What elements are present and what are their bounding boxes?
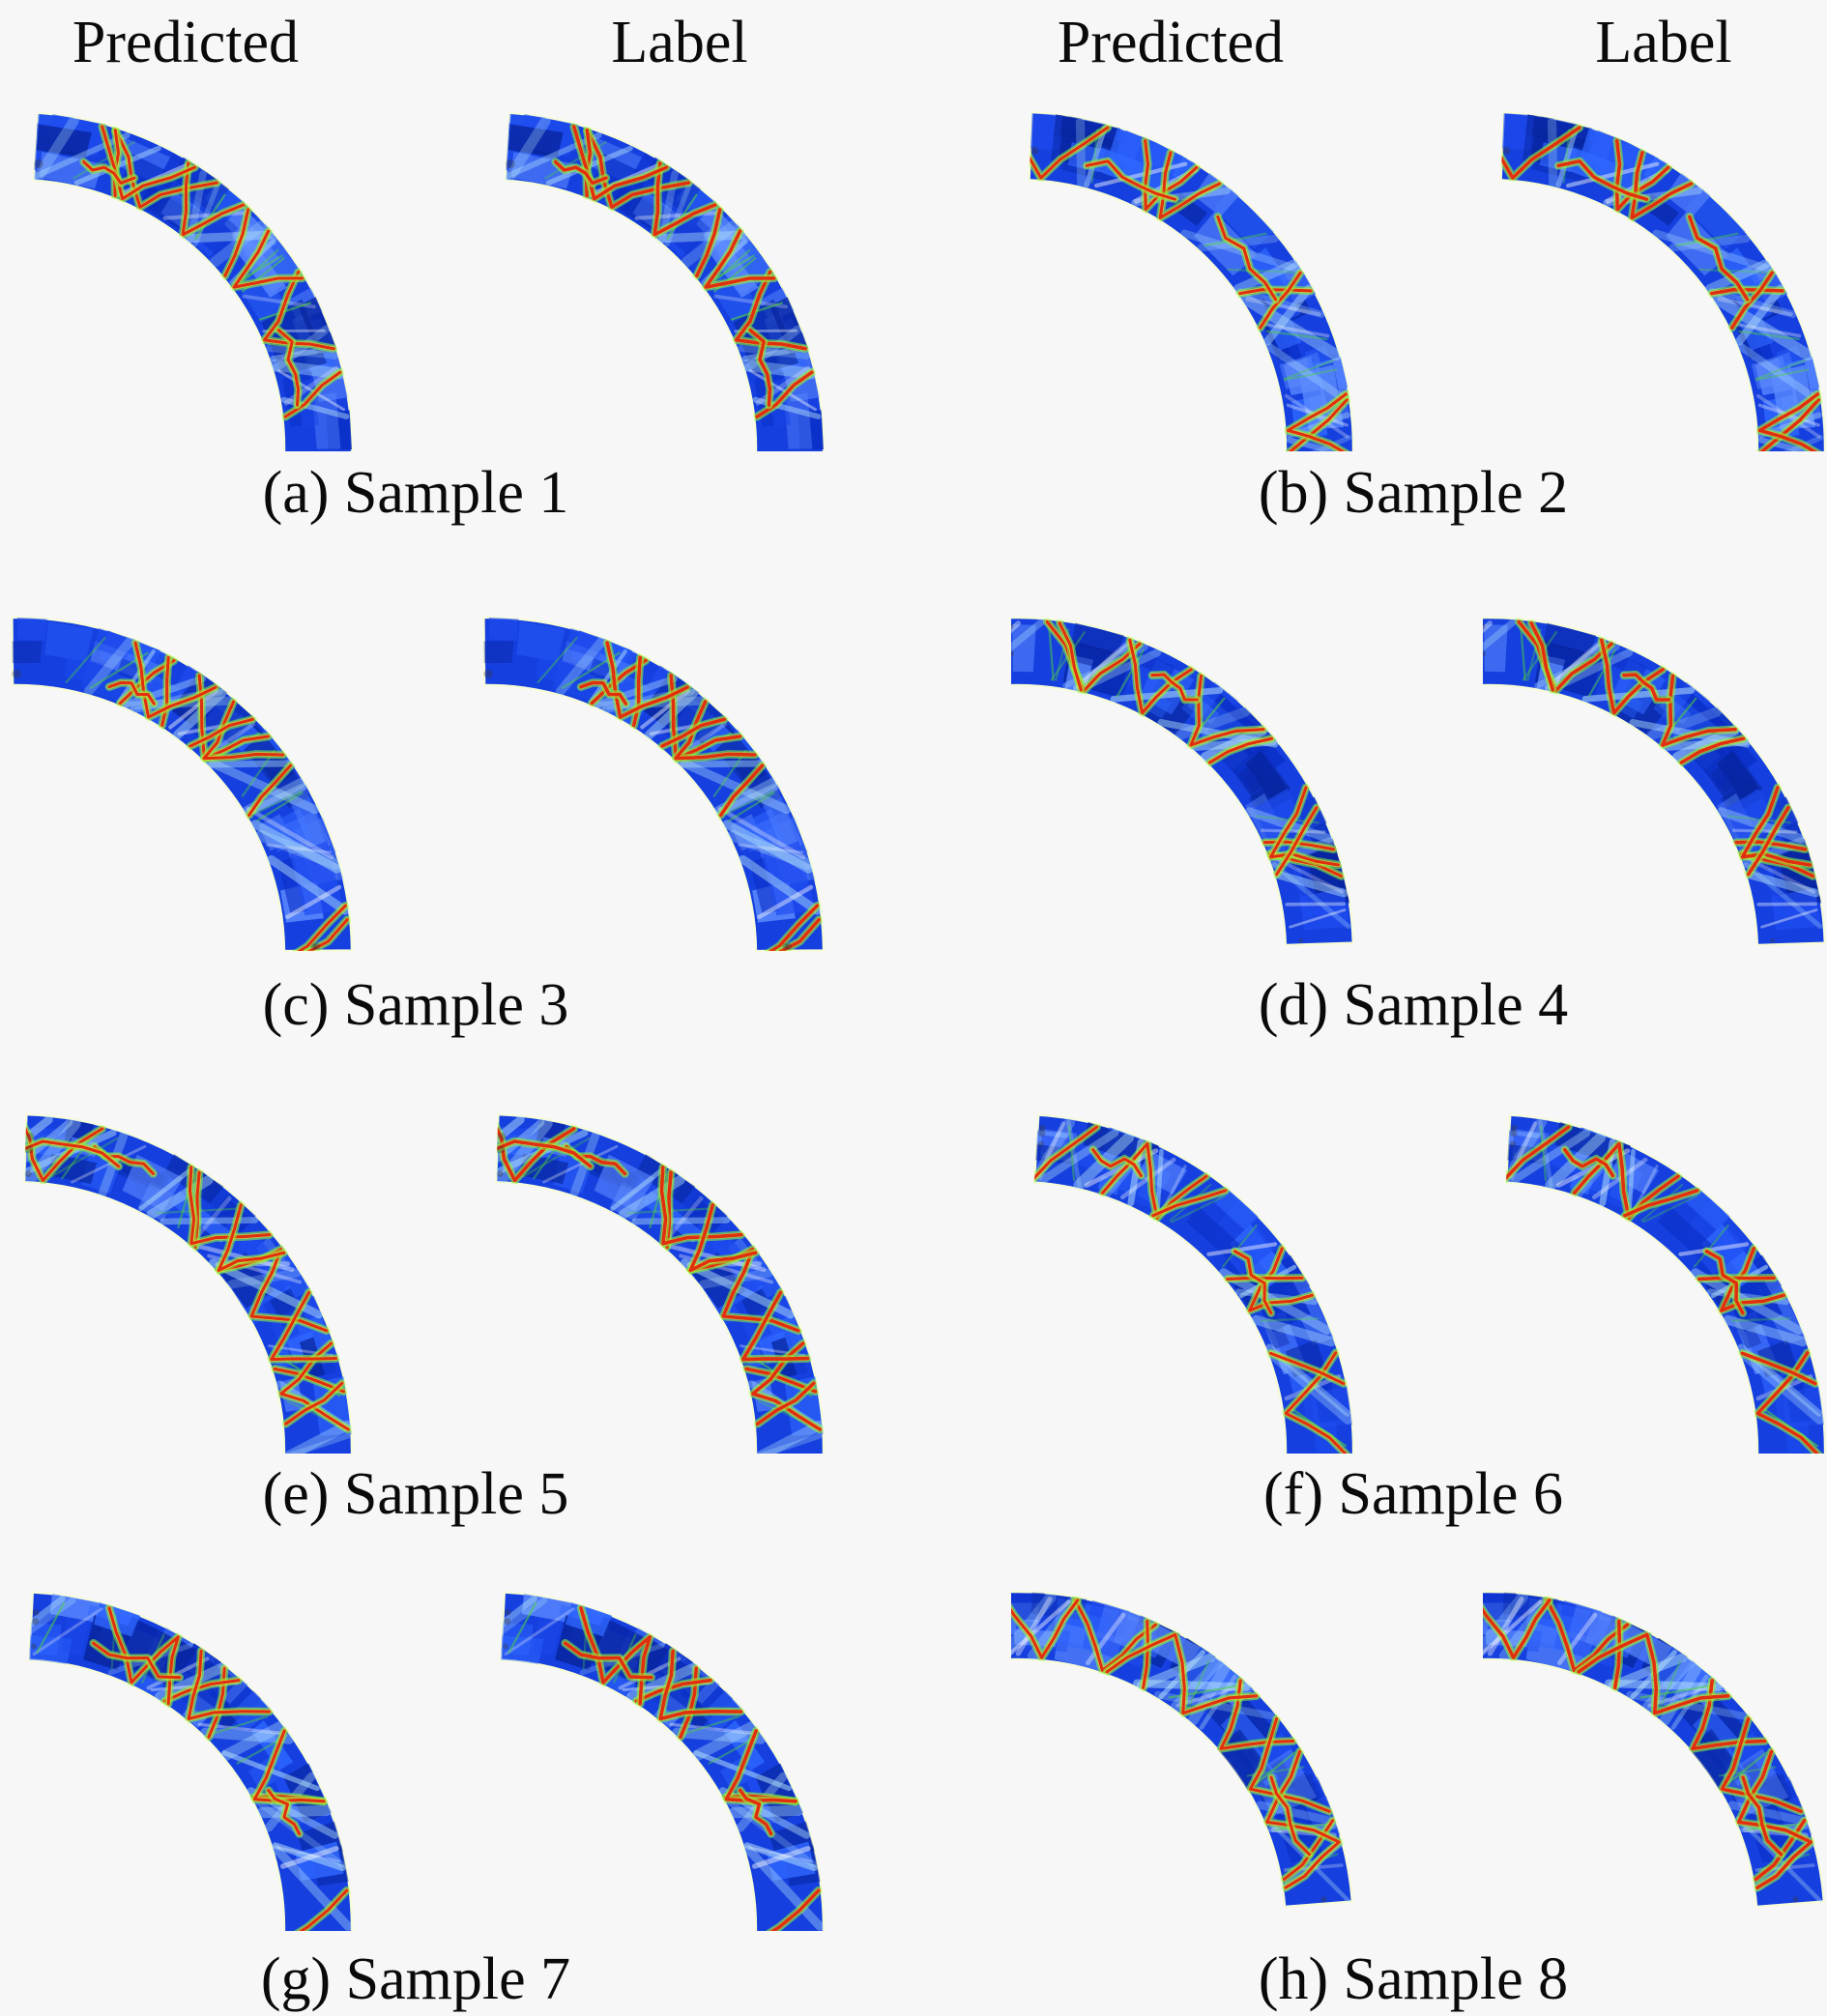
heatmap-sample-4-label — [1483, 616, 1827, 947]
caption-sample-8: (h) Sample 8 — [1258, 1946, 1569, 2012]
caption-sample-7: (g) Sample 7 — [260, 1946, 571, 2012]
caption-sample-6: (f) Sample 6 — [1263, 1461, 1563, 1527]
heatmap-sample-7-predicted — [27, 1591, 354, 1931]
heatmap-sample-6-label — [1504, 1113, 1827, 1454]
heatmap-sample-6-predicted — [1032, 1113, 1355, 1454]
caption-sample-5: (e) Sample 5 — [262, 1461, 569, 1527]
caption-sample-4: (d) Sample 4 — [1258, 972, 1569, 1038]
column-header-label-right: Label — [1595, 10, 1732, 75]
heatmap-sample-4-predicted — [1011, 616, 1355, 947]
heatmap-sample-7-label — [499, 1591, 826, 1931]
heatmap-sample-1-label — [504, 111, 826, 451]
heatmap-sample-5-label — [494, 1112, 826, 1454]
heatmap-sample-2-label — [1499, 111, 1827, 451]
heatmap-sample-8-label — [1483, 1590, 1826, 1909]
heatmap-sample-3-label — [482, 616, 826, 953]
heatmap-sample-8-predicted — [1011, 1590, 1354, 1909]
caption-sample-1: (a) Sample 1 — [262, 460, 569, 526]
column-header-predicted-left: Predicted — [72, 10, 300, 75]
caption-sample-2: (b) Sample 2 — [1258, 460, 1569, 526]
caption-sample-3: (c) Sample 3 — [262, 972, 569, 1038]
heatmap-sample-3-predicted — [11, 616, 354, 953]
column-header-predicted-right: Predicted — [1057, 10, 1285, 75]
column-header-label-left: Label — [611, 10, 748, 75]
heatmap-sample-5-predicted — [22, 1112, 354, 1454]
heatmap-sample-1-predicted — [32, 111, 354, 451]
heatmap-sample-2-predicted — [1028, 111, 1355, 451]
